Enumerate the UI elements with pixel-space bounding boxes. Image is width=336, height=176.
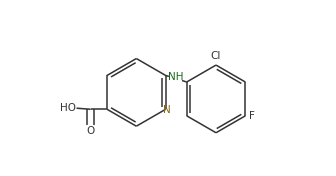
Text: NH: NH [168,71,184,81]
Text: O: O [87,126,95,136]
Text: HO: HO [60,103,76,113]
Text: F: F [249,111,254,121]
Text: N: N [163,105,171,115]
Text: Cl: Cl [211,51,221,61]
